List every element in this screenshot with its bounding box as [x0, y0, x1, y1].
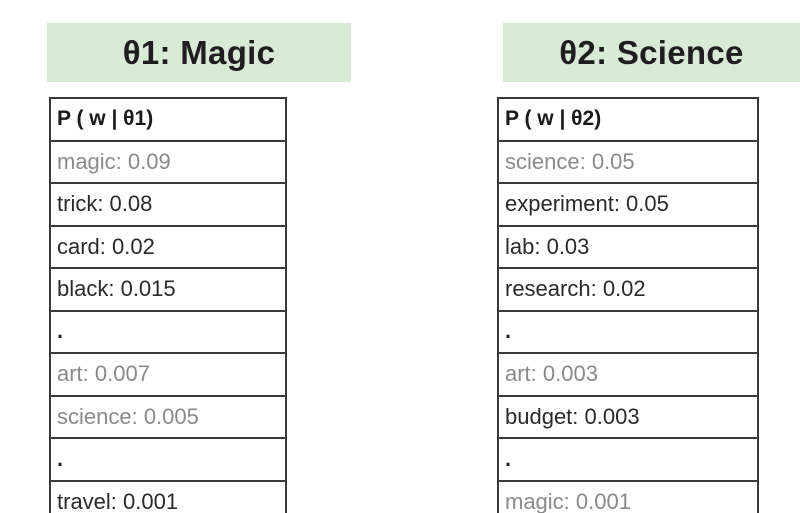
topic-2-row: . — [497, 311, 759, 354]
topic-2-row: budget: 0.003 — [497, 396, 759, 439]
topic-2-row: art: 0.003 — [497, 354, 759, 397]
topic-1-table-header: P ( w | θ1) — [49, 99, 287, 142]
topic-1-row: black: 0.015 — [49, 269, 287, 312]
topic-1-row: art: 0.007 — [49, 354, 287, 397]
topic-1-row: travel: 0.001 — [49, 481, 287, 513]
topic-2-title: θ2: Science — [503, 23, 800, 82]
topic-2-row: experiment: 0.05 — [497, 184, 759, 227]
topic-2-row: lab: 0.03 — [497, 226, 759, 269]
topic-2-table-header: P ( w | θ2) — [497, 99, 759, 142]
topic-1-row: . — [49, 439, 287, 482]
topic-2-row: science: 0.05 — [497, 141, 759, 184]
topic-1-row: science: 0.005 — [49, 396, 287, 439]
topic-2-row: magic: 0.001 — [497, 481, 759, 513]
topic-2-row: . — [497, 439, 759, 482]
topic-1-row: magic: 0.09 — [49, 141, 287, 184]
topic-1-row: card: 0.02 — [49, 226, 287, 269]
topic-2-row: research: 0.02 — [497, 269, 759, 312]
topic-1-row: trick: 0.08 — [49, 184, 287, 227]
topic-1-table: P ( w | θ1) magic: 0.09 trick: 0.08 card… — [49, 97, 287, 513]
topic-1-row: . — [49, 311, 287, 354]
topic-1-title: θ1: Magic — [47, 23, 351, 82]
topic-2-table: P ( w | θ2) science: 0.05 experiment: 0.… — [497, 97, 759, 513]
